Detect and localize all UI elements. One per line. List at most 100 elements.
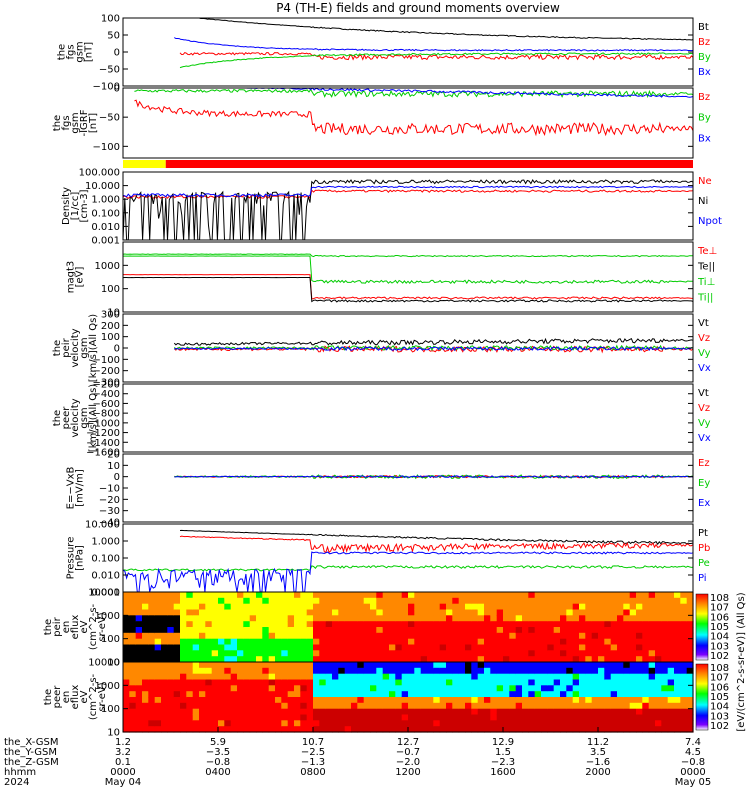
heatmap-cell (528, 708, 536, 716)
heatmap-cell (598, 656, 605, 663)
heatmap-cell (604, 592, 612, 599)
heatmap-cell (142, 667, 149, 675)
y-axis-label-line: (cm^2-s- (88, 603, 99, 650)
heatmap-cell (281, 592, 289, 599)
heatmap-cell (224, 673, 232, 681)
heatmap-cell (515, 603, 523, 611)
y-axis-label-line: the (43, 619, 54, 635)
heatmap-cell (661, 662, 669, 669)
heatmap-cell (325, 609, 333, 616)
heatmap-cell (490, 603, 498, 611)
heatmap-cell (211, 697, 219, 704)
heatmap-cell (585, 726, 593, 733)
series-line-Ti⊥ (123, 255, 693, 285)
heatmap-cell (262, 691, 270, 698)
heatmap-cell (522, 621, 529, 628)
heatmap-cell (560, 702, 567, 710)
heatmap-cell (287, 720, 295, 727)
heatmap-cell (332, 603, 339, 611)
heatmap-cell (522, 679, 529, 686)
heatmap-cell (515, 632, 523, 640)
heatmap-cell (414, 697, 422, 704)
heatmap-cell (591, 615, 599, 622)
heatmap-cell (408, 609, 415, 616)
heatmap-cell (281, 720, 289, 727)
heatmap-cell (148, 638, 156, 646)
heatmap-cell (585, 720, 593, 727)
heatmap-cell (496, 609, 504, 616)
heatmap-cell (610, 603, 618, 611)
heatmap-cell (306, 609, 314, 616)
heatmap-cell (148, 726, 156, 733)
heatmap-cell (186, 644, 194, 651)
heatmap-cell (591, 627, 599, 634)
heatmap-cell (572, 697, 580, 704)
heatmap-cell (338, 592, 346, 599)
heatmap-cell (249, 720, 257, 727)
heatmap-cell (547, 632, 555, 640)
y-tick-label: 0 (114, 472, 120, 483)
heatmap-cell (623, 702, 631, 710)
heatmap-cell (547, 720, 555, 727)
heatmap-cell (338, 708, 346, 716)
heatmap-cell (218, 673, 225, 681)
heatmap-cell (338, 714, 346, 721)
mode-bar-segment (165, 160, 693, 168)
heatmap-cell (370, 691, 377, 698)
heatmap-cell (674, 667, 681, 675)
heatmap-cell (490, 697, 498, 704)
heatmap-cell (344, 644, 352, 651)
heatmap-cell (503, 632, 510, 640)
heatmap-cell (465, 685, 472, 692)
heatmap-cell (313, 650, 320, 657)
heatmap-cell (446, 714, 453, 721)
heatmap-cell (243, 714, 251, 721)
heatmap-cell (313, 656, 320, 663)
heatmap-cell (566, 621, 574, 628)
heatmap-cell (610, 726, 618, 733)
heatmap-cell (503, 708, 510, 716)
heatmap-cell (192, 673, 200, 681)
heatmap-cell (629, 592, 637, 599)
heatmap-cell (332, 726, 339, 733)
heatmap-cell (287, 621, 295, 628)
heatmap-cell (433, 708, 441, 716)
series-line-Te⊥ (123, 274, 694, 300)
heatmap-cell (395, 592, 403, 599)
heatmap-cell (674, 673, 681, 681)
heatmap-cell (332, 673, 339, 681)
heatmap-cell (192, 662, 200, 669)
heatmap-cell (154, 609, 162, 616)
heatmap-cell (325, 615, 333, 622)
heatmap-cell (262, 685, 270, 692)
ephemeris-value: −0.7 (396, 747, 420, 758)
y-axis-label: E=−VxB[mV/m] (66, 467, 86, 510)
heatmap-cell (275, 597, 282, 605)
heatmap-cell (256, 650, 263, 657)
heatmap-cell (332, 638, 339, 646)
heatmap-cell (154, 656, 162, 663)
heatmap-cell (655, 691, 662, 698)
y-axis-label-line: [mV/m] (75, 469, 86, 507)
heatmap-cell (395, 697, 403, 704)
heatmap-cell (211, 673, 219, 681)
heatmap-cell (414, 679, 422, 686)
heatmap-cell (389, 656, 396, 663)
heatmap-cell (401, 615, 409, 622)
heatmap-cell (674, 592, 681, 599)
heatmap-cell (287, 726, 295, 733)
heatmap-cell (471, 708, 479, 716)
heatmap-cell (129, 702, 137, 710)
heatmap-cell (534, 638, 542, 646)
heatmap-cell (370, 627, 377, 634)
heatmap-cell (655, 702, 662, 710)
heatmap-cell (515, 644, 523, 651)
heatmap-cell (458, 662, 466, 669)
heatmap-cell (325, 685, 333, 692)
heatmap-cell (167, 644, 175, 651)
heatmap-cell (135, 592, 143, 599)
heatmap-cell (553, 662, 561, 669)
heatmap-cell (686, 720, 694, 727)
heatmap-cell (211, 621, 219, 628)
